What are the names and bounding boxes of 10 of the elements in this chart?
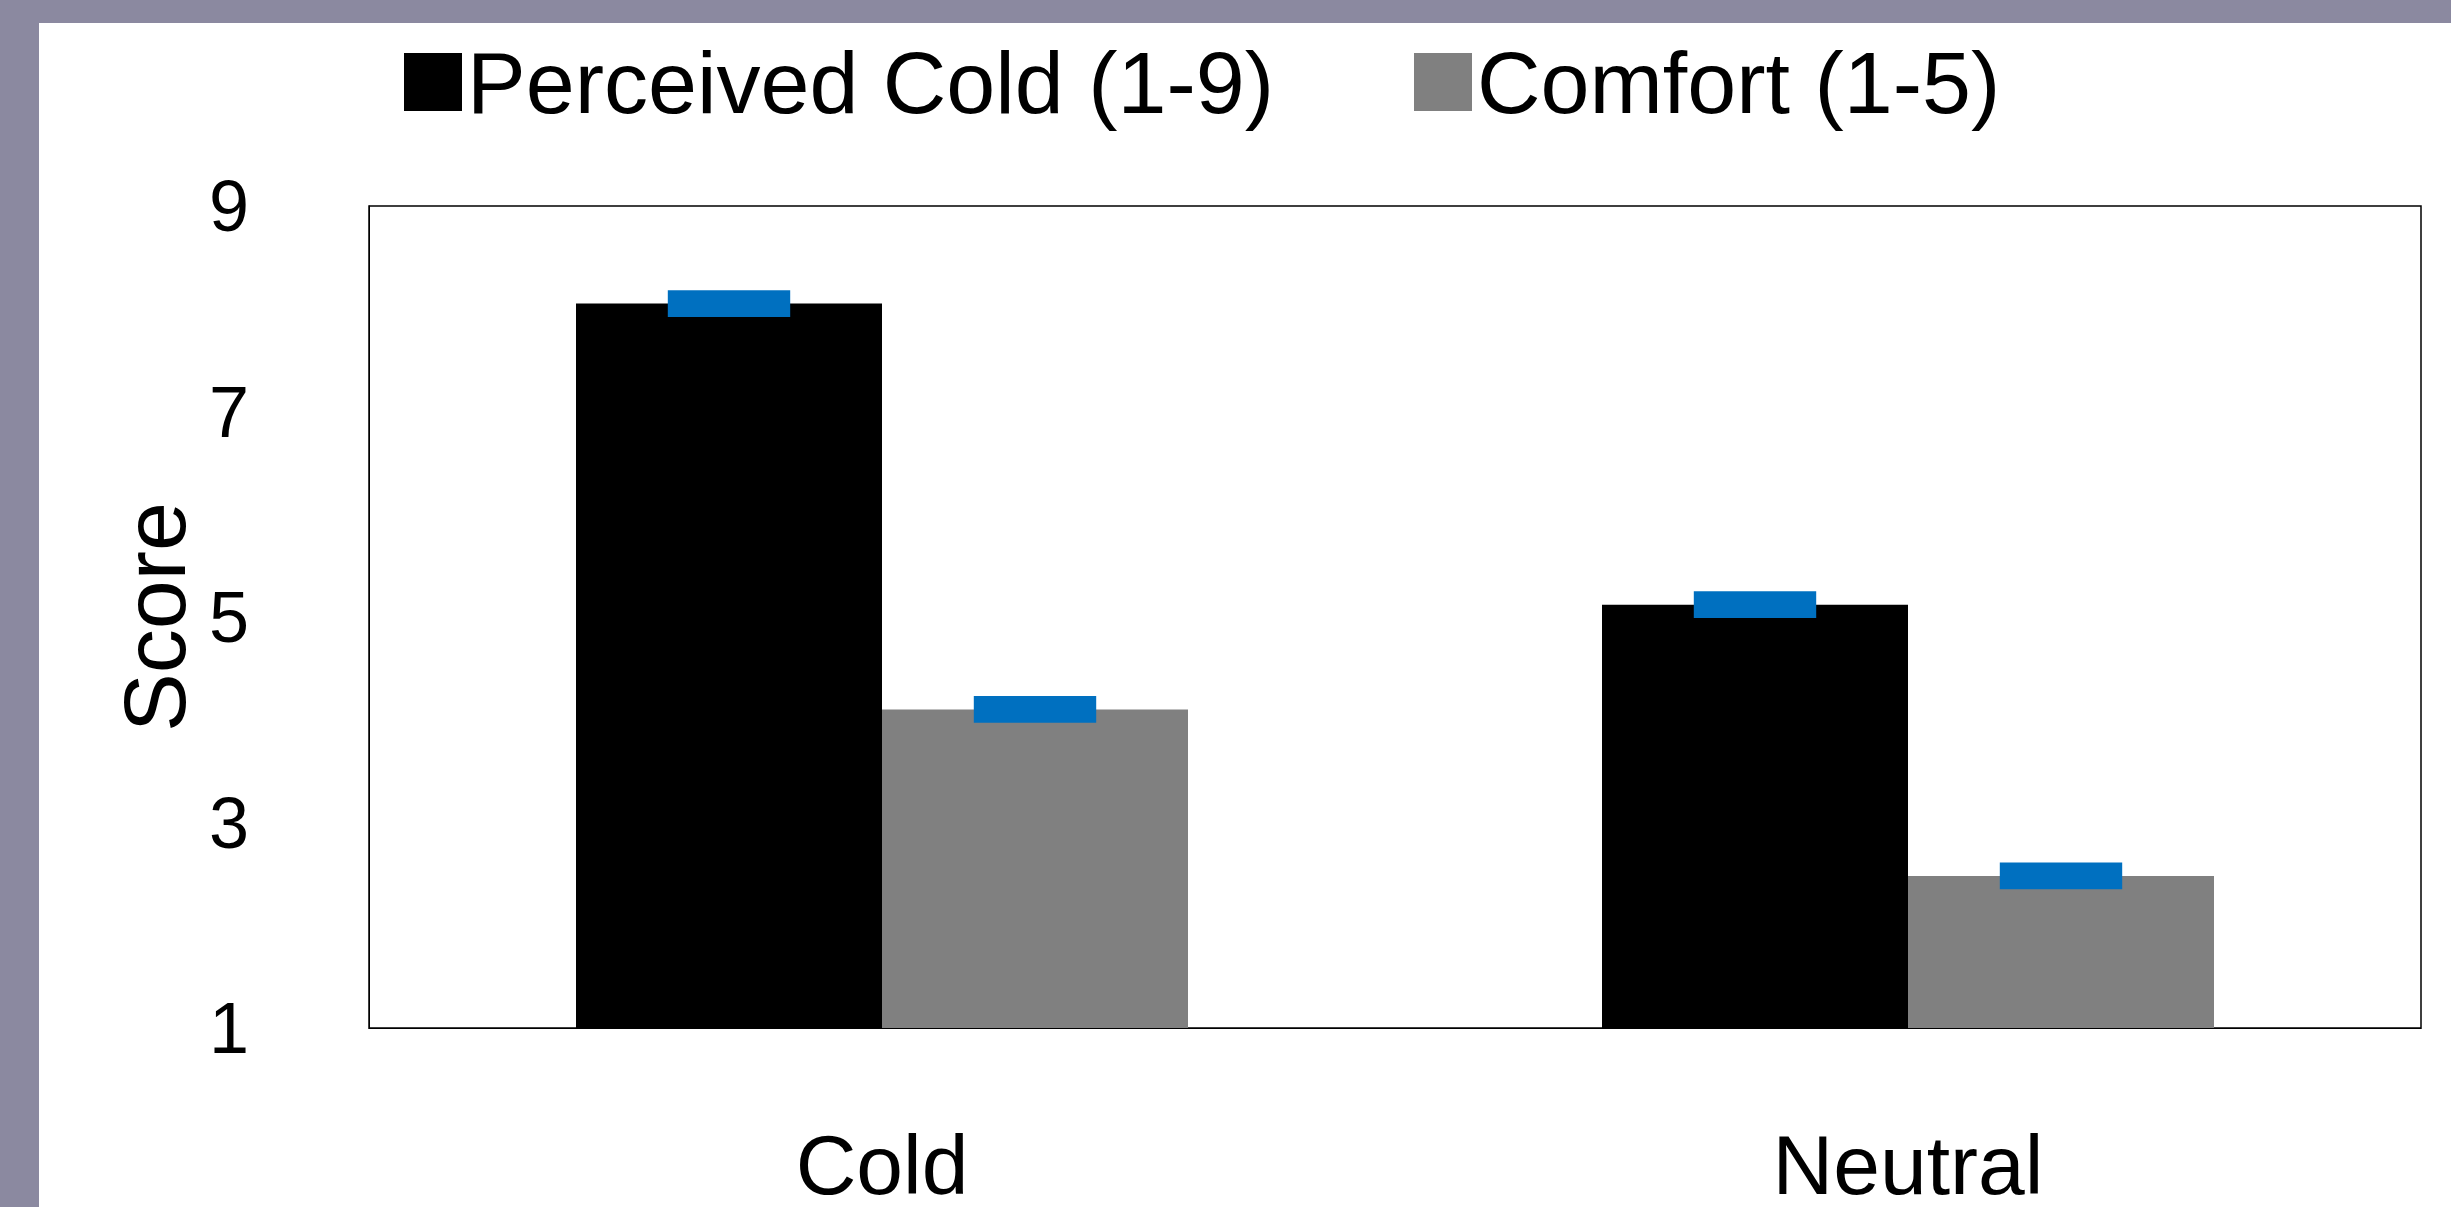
x-tick-label: Cold: [795, 1118, 969, 1207]
y-tick-label: 7: [208, 371, 249, 452]
y-tick-label: 3: [208, 782, 249, 863]
y-tick-label: 5: [208, 577, 249, 657]
y-axis-title: Score: [104, 502, 204, 732]
legend-label: Perceived Cold (1-9): [467, 32, 1274, 132]
x-tick-label: Neutral: [1772, 1118, 2044, 1207]
legend-label: Comfort (1-5): [1477, 32, 2001, 132]
y-tick-label: 9: [208, 166, 249, 246]
y-tick-label: 1: [208, 988, 249, 1068]
